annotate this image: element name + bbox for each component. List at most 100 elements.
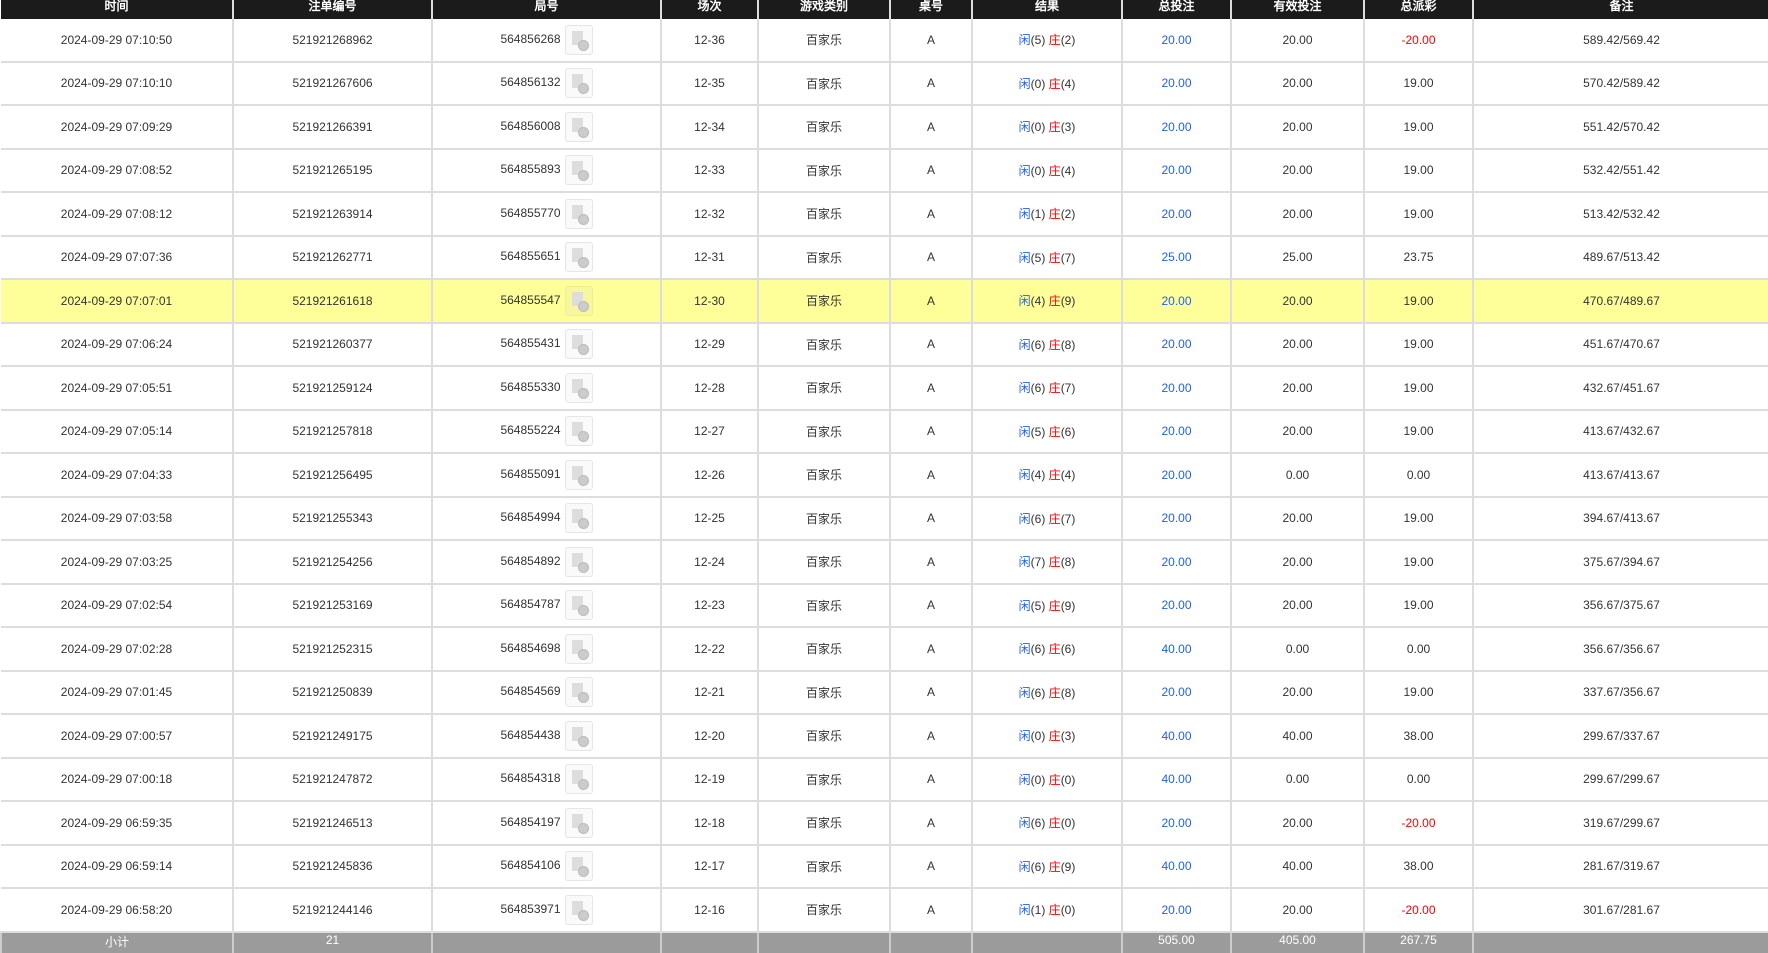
player-label: 闲 <box>1018 729 1031 744</box>
table-row[interactable]: 2024-09-29 07:07:01 521921261618 564855547… <box>1 279 1768 324</box>
header-order-no[interactable]: 注单编号 <box>232 0 432 19</box>
cell-table-no: A <box>889 583 972 628</box>
cell-payout: 0.00 <box>1363 453 1473 498</box>
cell-result: 闲(0) 庄(4) <box>971 148 1122 193</box>
cell-valid-bet: 20.00 <box>1230 105 1364 150</box>
header-time[interactable]: 时间 <box>1 0 233 19</box>
table-row[interactable]: 2024-09-29 07:08:52 521921265195 564855893… <box>1 148 1768 193</box>
player-label: 闲 <box>1018 250 1031 265</box>
table-row[interactable]: 2024-09-29 07:07:36 521921262771 564855651… <box>1 235 1768 280</box>
header-table-no[interactable]: 桌号 <box>889 0 972 19</box>
header-note[interactable]: 备注 <box>1472 0 1768 19</box>
cell-game-no: 564856132 <box>431 61 661 106</box>
game-video-icon[interactable] <box>564 633 593 664</box>
game-video-icon[interactable] <box>564 764 593 795</box>
cell-round: 12-25 <box>660 496 758 541</box>
cell-valid-bet: 20.00 <box>1230 19 1364 63</box>
cell-round: 12-36 <box>660 19 758 63</box>
cell-total-bet: 20.00 <box>1121 61 1231 106</box>
table-row[interactable]: 2024-09-29 07:08:12 521921263914 564855770… <box>1 192 1768 237</box>
subtotal-bet: 505.00 <box>1121 931 1231 953</box>
cell-payout: -20.00 <box>1363 801 1473 846</box>
cell-payout: 19.00 <box>1363 540 1473 585</box>
game-video-icon[interactable] <box>564 416 593 447</box>
player-score: (0) <box>1030 120 1046 135</box>
table-row[interactable]: 2024-09-29 07:02:28 521921252315 564854698… <box>1 627 1768 672</box>
player-score: (0) <box>1030 76 1046 91</box>
table-row[interactable]: 2024-09-29 07:01:45 521921250839 564854569… <box>1 670 1768 715</box>
header-game-type[interactable]: 游戏类别 <box>757 0 890 19</box>
header-payout[interactable]: 总派彩 <box>1363 0 1473 19</box>
player-label: 闲 <box>1018 33 1031 48</box>
cell-total-bet: 20.00 <box>1121 148 1231 193</box>
game-video-icon[interactable] <box>564 155 593 186</box>
game-video-icon[interactable] <box>564 590 593 621</box>
cell-payout: 19.00 <box>1363 105 1473 150</box>
table-row[interactable]: 2024-09-29 07:00:57 521921249175 564854438… <box>1 714 1768 759</box>
cell-game-type: 百家乐 <box>757 192 890 237</box>
game-video-icon[interactable] <box>564 503 593 534</box>
game-video-icon[interactable] <box>564 68 593 99</box>
table-row[interactable]: 2024-09-29 07:06:24 521921260377 564855431… <box>1 322 1768 367</box>
player-label: 闲 <box>1018 163 1031 178</box>
header-game-no[interactable]: 局号 <box>431 0 661 19</box>
table-row[interactable]: 2024-09-29 06:59:35 521921246513 564854197… <box>1 801 1768 846</box>
table-row[interactable]: 2024-09-29 07:05:14 521921257818 564855224… <box>1 409 1768 454</box>
game-video-icon[interactable] <box>564 285 593 316</box>
game-video-icon[interactable] <box>564 459 593 490</box>
cell-game-no: 564856008 <box>431 105 661 150</box>
table-row[interactable]: 2024-09-29 07:00:18 521921247872 564854318… <box>1 757 1768 802</box>
header-result[interactable]: 结果 <box>971 0 1122 19</box>
player-score: (6) <box>1030 511 1046 526</box>
game-video-icon[interactable] <box>564 372 593 403</box>
table-row[interactable]: 2024-09-29 06:59:14 521921245836 564854106… <box>1 844 1768 889</box>
table-row[interactable]: 2024-09-29 07:02:54 521921253169 564854787… <box>1 583 1768 628</box>
header-round[interactable]: 场次 <box>660 0 758 19</box>
game-video-icon[interactable] <box>564 242 593 273</box>
cell-game-type: 百家乐 <box>757 409 890 454</box>
table-row[interactable]: 2024-09-29 07:10:50 521921268962 564856268… <box>1 19 1768 63</box>
cell-valid-bet: 20.00 <box>1230 496 1364 541</box>
cell-game-no: 564854892 <box>431 540 661 585</box>
game-video-icon[interactable] <box>564 894 593 925</box>
table-row[interactable]: 2024-09-29 07:09:29 521921266391 564856008… <box>1 105 1768 150</box>
cell-time: 2024-09-29 07:03:25 <box>1 540 233 585</box>
player-label: 闲 <box>1018 294 1031 309</box>
cell-game-type: 百家乐 <box>757 670 890 715</box>
header-total-bet[interactable]: 总投注 <box>1121 0 1231 19</box>
game-video-icon[interactable] <box>564 546 593 577</box>
table-row[interactable]: 2024-09-29 07:03:58 521921255343 564854994… <box>1 496 1768 541</box>
table-row[interactable]: 2024-09-29 06:58:20 521921244146 564853971… <box>1 888 1768 933</box>
cell-time: 2024-09-29 07:06:24 <box>1 322 233 367</box>
table-row[interactable]: 2024-09-29 07:04:33 521921256495 564855091… <box>1 453 1768 498</box>
table-row[interactable]: 2024-09-29 07:10:10 521921267606 564856132… <box>1 61 1768 106</box>
game-video-icon[interactable] <box>564 198 593 229</box>
cell-time: 2024-09-29 07:07:01 <box>1 279 233 324</box>
game-video-icon[interactable] <box>564 329 593 360</box>
cell-game-no: 564854106 <box>431 844 661 889</box>
game-video-icon[interactable] <box>564 111 593 142</box>
player-score: (5) <box>1030 33 1046 48</box>
cell-game-type: 百家乐 <box>757 583 890 628</box>
game-video-icon[interactable] <box>564 807 593 838</box>
table-row[interactable]: 2024-09-29 07:05:51 521921259124 564855330… <box>1 366 1768 411</box>
cell-order-no: 521921255343 <box>232 496 432 541</box>
game-video-icon[interactable] <box>564 720 593 751</box>
player-label: 闲 <box>1018 598 1031 613</box>
game-video-icon[interactable] <box>564 851 593 882</box>
table-row[interactable]: 2024-09-29 07:03:25 521921254256 564854892… <box>1 540 1768 585</box>
cell-time: 2024-09-29 07:08:12 <box>1 192 233 237</box>
cell-table-no: A <box>889 148 972 193</box>
header-valid-bet[interactable]: 有效投注 <box>1230 0 1364 19</box>
player-label: 闲 <box>1018 207 1031 222</box>
cell-valid-bet: 40.00 <box>1230 714 1364 759</box>
cell-order-no: 521921249175 <box>232 714 432 759</box>
cell-table-no: A <box>889 496 972 541</box>
cell-game-type: 百家乐 <box>757 801 890 846</box>
game-video-icon[interactable] <box>564 24 593 55</box>
cell-game-no: 564855431 <box>431 322 661 367</box>
game-no-text: 564855770 <box>500 205 561 220</box>
game-no-text: 564853971 <box>500 901 561 916</box>
game-video-icon[interactable] <box>564 677 593 708</box>
cell-order-no: 521921247872 <box>232 757 432 802</box>
